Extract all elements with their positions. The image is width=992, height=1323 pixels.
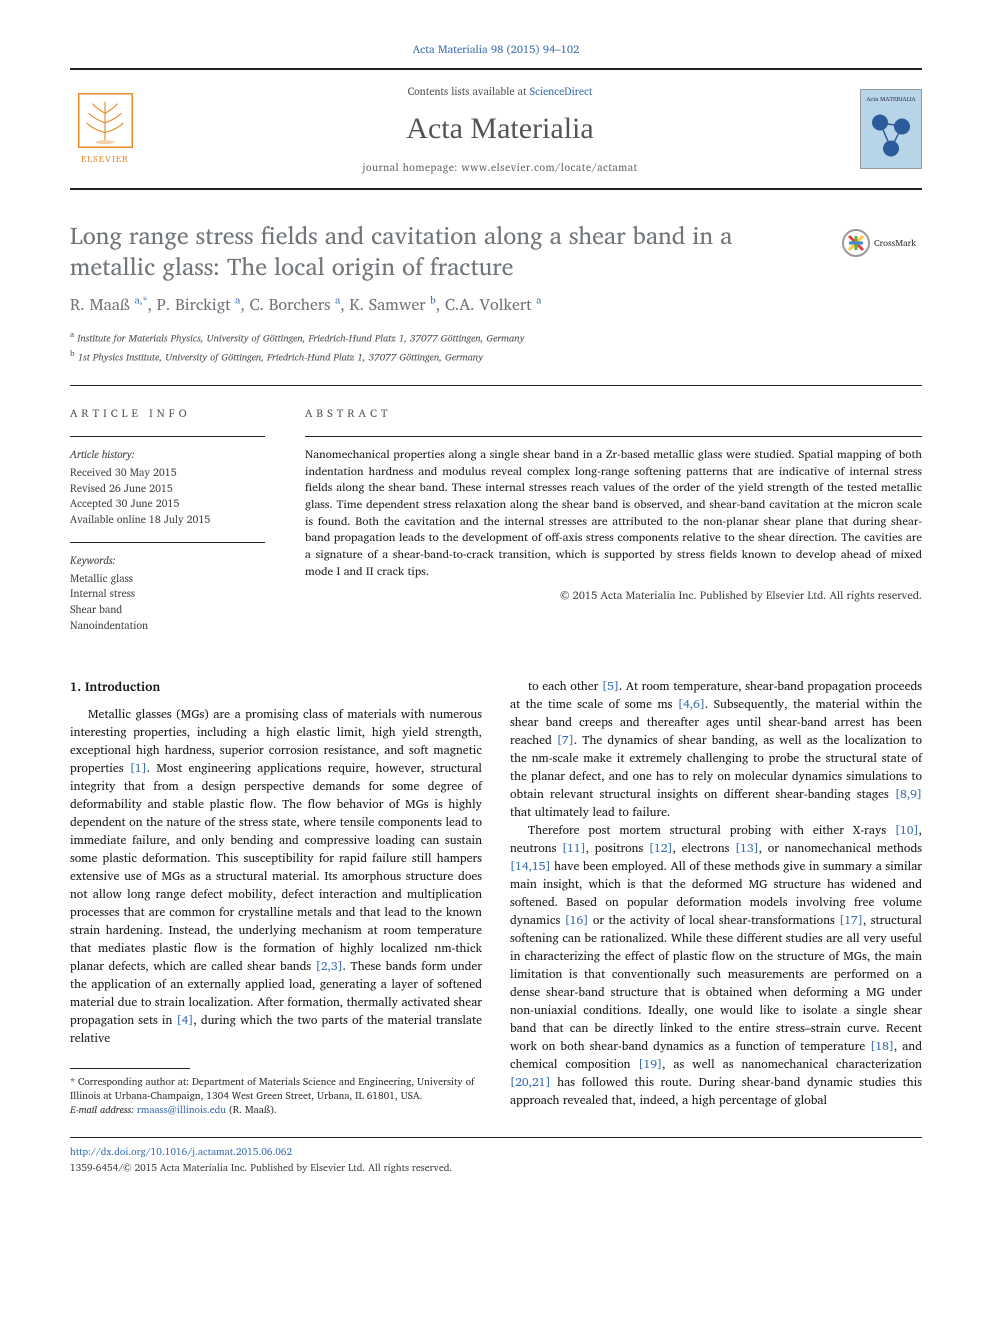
sciencedirect-link[interactable]: ScienceDirect [530,82,593,100]
body-text: 1. Introduction Metallic glasses (MGs) a… [70,678,922,1118]
body-paragraph: to each other [5]. At room temperature, … [510,678,922,822]
corresponding-author-footnote: * Corresponding author at: Department of… [70,1075,482,1117]
elsevier-label: ELSEVIER [81,151,129,166]
crossmark-label: CrossMark [874,235,916,250]
doi-link[interactable]: http://dx.doi.org/10.1016/j.actamat.2015… [70,1144,292,1160]
article-title: Long range stress fields and cavitation … [70,220,810,282]
affiliations: a Institute for Materials Physics, Unive… [70,328,922,365]
crossmark-badge[interactable]: CrossMark [842,225,922,260]
introduction-heading: 1. Introduction [70,678,482,697]
journal-header: ELSEVIER Contents lists available at Sci… [70,68,922,190]
elsevier-logo[interactable]: ELSEVIER [70,89,140,169]
journal-reference: Acta Materialia 98 (2015) 94–102 [70,40,922,58]
journal-homepage[interactable]: journal homepage: www.elsevier.com/locat… [140,158,860,176]
authors-list: R. Maaß a,*, P. Birckigt a, C. Borchers … [70,292,922,318]
contents-lists-line: Contents lists available at ScienceDirec… [140,82,860,100]
article-history: Article history: Received 30 May 2015Rev… [70,436,265,528]
abstract-label: ABSTRACT [305,404,922,422]
author-email-link[interactable]: rmaass@illinois.edu [137,1102,226,1118]
journal-title: Acta Materialia [140,112,860,146]
cover-graphic-icon [866,108,916,164]
article-info-label: ARTICLE INFO [70,404,265,422]
journal-cover-thumbnail[interactable]: Acta MATERIALIA [860,89,922,169]
cover-title: Acta MATERIALIA [866,94,915,104]
issn-copyright: 1359-6454/© 2015 Acta Materialia Inc. Pu… [70,1160,922,1176]
body-paragraph: Metallic glasses (MGs) are a promising c… [70,706,482,1048]
keywords-block: Keywords: Metallic glassInternal stressS… [70,542,265,634]
abstract-text: Nanomechanical properties along a single… [305,436,922,580]
body-paragraph: Therefore post mortem structural probing… [510,822,922,1110]
crossmark-icon [842,229,870,257]
page-footer: http://dx.doi.org/10.1016/j.actamat.2015… [70,1137,922,1176]
elsevier-tree-icon [78,93,133,148]
abstract-copyright: © 2015 Acta Materialia Inc. Published by… [305,586,922,604]
